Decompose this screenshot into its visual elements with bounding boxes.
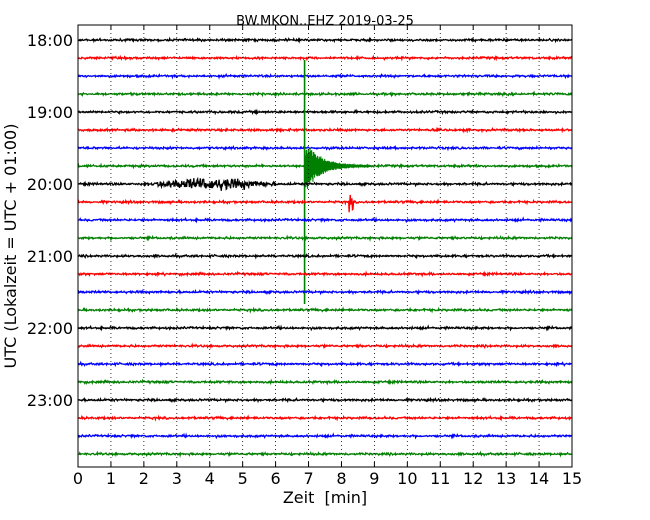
- trace-11: [77, 234, 573, 243]
- y-tick-label-4: 22:00: [27, 319, 73, 338]
- trace-18: [77, 360, 573, 368]
- x-gridlines: [110, 25, 540, 467]
- trace-3: [77, 90, 573, 98]
- x-tick-label-5: 5: [238, 469, 248, 488]
- y-axis-label: UTC (Lokalzeit = UTC + 01:00): [1, 124, 20, 369]
- trace-4: [77, 108, 573, 116]
- trace-5: [77, 126, 573, 134]
- y-tick-label-0: 18:00: [27, 31, 73, 50]
- x-tick-label-15: 15: [562, 469, 582, 488]
- trace-9: [77, 194, 573, 213]
- trace-22: [77, 432, 573, 440]
- trace-23: [77, 450, 573, 459]
- trace-19: [77, 378, 573, 386]
- earthquake-coda: [304, 147, 372, 189]
- x-tick-label-8: 8: [336, 469, 346, 488]
- trace-1: [77, 54, 573, 62]
- x-tick-label-7: 7: [303, 469, 313, 488]
- chart-title: BW.MKON..EHZ 2019-03-25: [236, 14, 414, 29]
- trace-6: [77, 144, 573, 152]
- x-tick-label-13: 13: [496, 469, 516, 488]
- trace-2: [77, 72, 573, 80]
- trace-13: [77, 270, 573, 278]
- x-tick-label-11: 11: [430, 469, 450, 488]
- x-tick-label-10: 10: [397, 469, 417, 488]
- y-tick-label-5: 23:00: [27, 391, 73, 410]
- trace-group: [77, 36, 573, 459]
- y-axis: 18:00 19:00 20:00 21:00 22:00 23:00: [27, 31, 572, 410]
- trace-10: [77, 216, 573, 224]
- y-tick-label-3: 21:00: [27, 247, 73, 266]
- x-tick-label-14: 14: [529, 469, 549, 488]
- trace-16: [77, 324, 573, 332]
- trace-0: [77, 36, 573, 44]
- y-tick-label-2: 20:00: [27, 175, 73, 194]
- x-tick-label-0: 0: [73, 469, 83, 488]
- trace-21: [77, 414, 573, 422]
- trace-17: [77, 342, 573, 351]
- trace-20: [77, 396, 573, 404]
- x-tick-label-2: 2: [139, 469, 149, 488]
- x-axis: 0 1 2 3 4 5 6 7 8 9 10 11 12 13 14 15: [73, 25, 582, 488]
- trace-15: [77, 306, 573, 314]
- x-tick-label-12: 12: [463, 469, 483, 488]
- x-tick-label-1: 1: [106, 469, 116, 488]
- x-tick-label-4: 4: [205, 469, 215, 488]
- trace-8: [77, 176, 573, 191]
- x-tick-label-3: 3: [172, 469, 182, 488]
- trace-12: [77, 252, 573, 260]
- trace-14: [77, 288, 573, 296]
- x-axis-label: Zeit [min]: [283, 488, 367, 507]
- plot-frame: [77, 24, 573, 468]
- y-tick-label-1: 19:00: [27, 103, 73, 122]
- x-tick-label-9: 9: [369, 469, 379, 488]
- x-tick-label-6: 6: [271, 469, 281, 488]
